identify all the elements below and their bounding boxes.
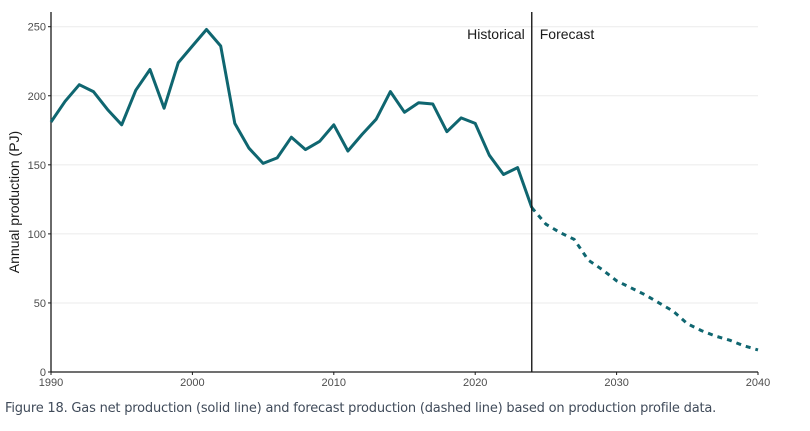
x-tick-label: 2030 [604, 377, 628, 389]
historical-label: Historical [467, 26, 525, 42]
figure-caption: Figure 18. Gas net production (solid lin… [5, 401, 717, 416]
y-tick-label: 150 [28, 160, 46, 172]
series-lines [49, 28, 759, 352]
forecast-label: Forecast [540, 26, 595, 42]
y-tick-label: 100 [28, 229, 46, 241]
historical-line [49, 28, 534, 209]
y-tick-label: 250 [28, 22, 46, 34]
x-tick-label: 2010 [322, 377, 346, 389]
x-tick-label: 2000 [180, 377, 204, 389]
y-tick-label: 50 [34, 298, 46, 310]
x-axis-ticks: 1990 2000 2010 2020 2030 2040 [39, 372, 770, 389]
y-axis-ticks: 0 50 100 150 200 250 [28, 22, 51, 379]
y-tick-label: 0 [40, 367, 46, 379]
gridlines [51, 26, 758, 304]
forecast-line [530, 206, 759, 352]
x-tick-label: 2020 [463, 377, 487, 389]
y-axis-title: Annual production (PJ) [6, 131, 22, 273]
y-tick-label: 200 [28, 91, 46, 103]
x-tick-label: 2040 [746, 377, 770, 389]
chart: 0 50 100 150 200 250 1990 2000 2010 2020 2030 2040… [6, 12, 770, 389]
x-tick-label: 1990 [39, 377, 63, 389]
